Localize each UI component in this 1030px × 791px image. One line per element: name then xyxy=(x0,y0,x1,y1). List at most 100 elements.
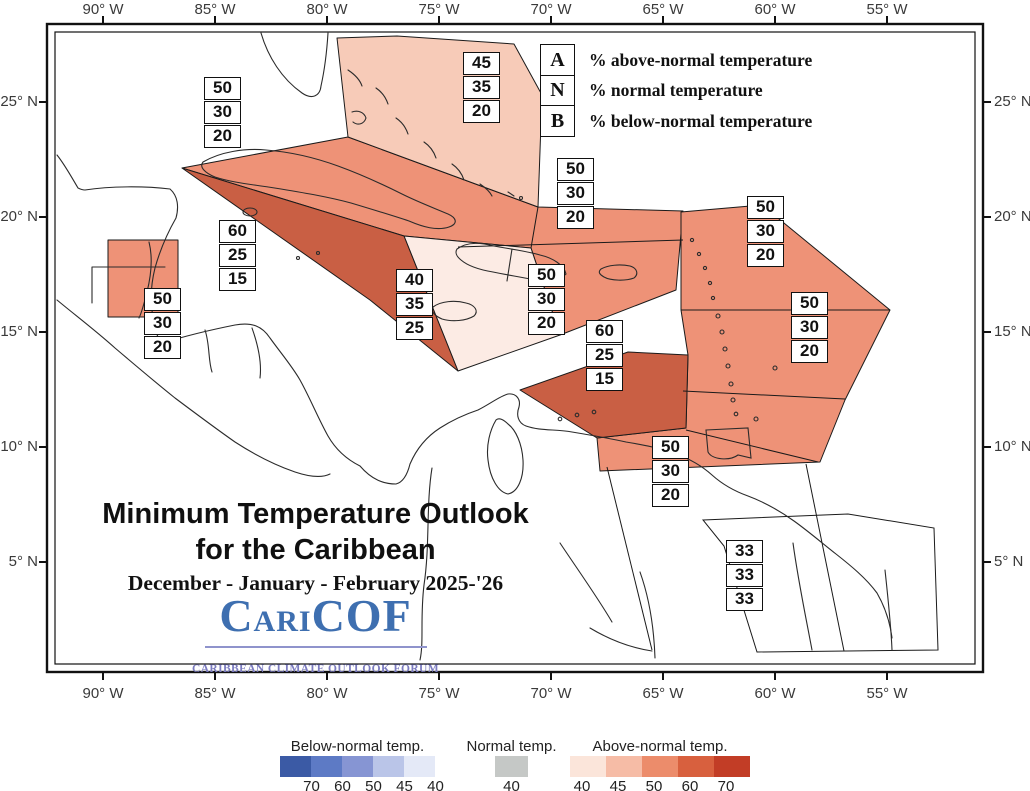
lon-label-top: 55° W xyxy=(866,1,908,18)
scale-swatch xyxy=(678,756,714,777)
below-normal-value: 20 xyxy=(463,100,500,123)
below-normal-value: 20 xyxy=(144,336,181,359)
below-normal-value: 25 xyxy=(396,317,433,340)
normal-value: 30 xyxy=(144,312,181,335)
scale-swatch xyxy=(570,756,606,777)
lon-label-bottom: 55° W xyxy=(866,685,908,702)
above-normal-value: 50 xyxy=(652,436,689,459)
logo-forum-text: CARIBBEAN CLIMATE OUTLOOK FORUM xyxy=(192,663,439,675)
forecast-period: December - January - February 2025-'26 xyxy=(127,571,504,595)
title-block: Minimum Temperature Outlook for the Cari… xyxy=(88,496,543,688)
forecast-box-guianas: 33 33 33 xyxy=(726,540,763,611)
lon-label-top: 60° W xyxy=(754,1,796,18)
scale-value: 50 xyxy=(365,778,382,791)
forecast-box-leeward-islands: 50 30 20 xyxy=(747,196,784,267)
below-key-box: B xyxy=(540,105,575,138)
normal-value: 25 xyxy=(219,244,256,267)
above-normal-value: 50 xyxy=(528,264,565,287)
scale-value: 60 xyxy=(334,778,351,791)
scale-swatch xyxy=(311,756,342,777)
below-normal-value: 20 xyxy=(528,312,565,335)
forecast-box-jamaica: 40 35 25 xyxy=(396,269,433,340)
scale-value: 70 xyxy=(303,778,320,791)
lon-label-top: 80° W xyxy=(306,1,348,18)
normal-value: 30 xyxy=(557,182,594,205)
normal-key-box: N xyxy=(540,74,575,107)
forecast-box-bahamas: 45 35 20 xyxy=(463,52,500,123)
normal-value: 35 xyxy=(396,293,433,316)
lon-label-top: 85° W xyxy=(194,1,236,18)
normal-value: 35 xyxy=(463,76,500,99)
lat-label-left: 15° N xyxy=(0,323,38,340)
scale-value: 45 xyxy=(609,778,627,791)
above-normal-value: 50 xyxy=(144,288,181,311)
lon-label-top: 70° W xyxy=(530,1,572,18)
scale-value: 45 xyxy=(396,778,413,791)
scale-below-values: 70 60 50 45 40 xyxy=(296,778,451,791)
lat-label-left: 5° N xyxy=(8,553,38,570)
scale-swatch xyxy=(280,756,311,777)
scale-swatch xyxy=(404,756,435,777)
scale-normal-swatches xyxy=(495,756,528,777)
forecast-box-puerto-rico: 50 30 20 xyxy=(528,264,565,335)
forecast-box-northwest-cuba: 50 30 20 xyxy=(204,77,241,148)
lon-label-top: 65° W xyxy=(642,1,684,18)
lon-label-bottom: 75° W xyxy=(418,685,460,702)
lon-label-bottom: 70° W xyxy=(530,685,572,702)
below-normal-value: 20 xyxy=(204,125,241,148)
below-normal-value: 33 xyxy=(726,588,763,611)
lon-label-top: 75° W xyxy=(418,1,460,18)
normal-value: 25 xyxy=(586,344,623,367)
scale-normal: Normal temp. 40 xyxy=(466,738,556,791)
map-title-line1: Minimum Temperature Outlook xyxy=(102,498,529,530)
map-frame xyxy=(45,22,985,674)
scale-above-normal: Above-normal temp. 40 45 50 60 70 xyxy=(570,738,750,791)
scale-swatch xyxy=(714,756,750,777)
lat-label-left: 20° N xyxy=(0,208,38,225)
logo-letters: OF xyxy=(345,590,412,641)
below-normal-value: 20 xyxy=(747,244,784,267)
scale-below-normal: Below-normal temp. 70 60 50 45 40 xyxy=(280,738,444,791)
forecast-box-belize: 50 30 20 xyxy=(144,288,181,359)
normal-value: 30 xyxy=(791,316,828,339)
scale-below-swatches xyxy=(280,756,435,777)
scale-value: 40 xyxy=(427,778,444,791)
below-normal-value: 20 xyxy=(557,206,594,229)
scale-above-swatches xyxy=(570,756,750,777)
above-key-label: % above-normal temperature xyxy=(589,49,813,70)
logo-letters: ARI xyxy=(253,605,312,638)
below-normal-value: 20 xyxy=(652,484,689,507)
normal-value: 30 xyxy=(652,460,689,483)
normal-value: 30 xyxy=(528,288,565,311)
above-normal-value: 33 xyxy=(726,540,763,563)
scale-value: 40 xyxy=(573,778,591,791)
normal-value: 30 xyxy=(204,101,241,124)
above-normal-value: 50 xyxy=(204,77,241,100)
normal-value: 33 xyxy=(726,564,763,587)
scale-value: 50 xyxy=(645,778,663,791)
above-normal-value: 60 xyxy=(586,320,623,343)
forecast-box-hispaniola: 50 30 20 xyxy=(557,158,594,229)
scale-value: 60 xyxy=(681,778,699,791)
below-normal-value: 15 xyxy=(219,268,256,291)
above-normal-value: 50 xyxy=(747,196,784,219)
lat-label-right: 25° N xyxy=(994,93,1030,110)
lat-label-right: 20° N xyxy=(994,208,1030,225)
forecast-box-western-caribbean: 60 25 15 xyxy=(219,220,256,291)
forecast-box-windward-islands: 50 30 20 xyxy=(791,292,828,363)
anb-legend-row: A % above-normal temperature xyxy=(540,44,813,77)
axis-ticks xyxy=(39,16,991,680)
scale-swatch xyxy=(373,756,404,777)
lat-label-left: 10° N xyxy=(0,438,38,455)
lon-label-bottom: 90° W xyxy=(82,685,124,702)
lon-label-bottom: 60° W xyxy=(754,685,796,702)
caricof-logo: CARICOF CARIBBEAN CLIMATE OUTLOOK FORUM xyxy=(88,593,543,688)
scale-swatch xyxy=(642,756,678,777)
logo-letter: C xyxy=(219,590,254,641)
above-normal-value: 50 xyxy=(791,292,828,315)
lon-label-bottom: 85° W xyxy=(194,685,236,702)
above-normal-value: 45 xyxy=(463,52,500,75)
anb-legend: A % above-normal temperature N % normal … xyxy=(540,44,813,138)
anb-legend-row: B % below-normal temperature xyxy=(540,105,812,138)
